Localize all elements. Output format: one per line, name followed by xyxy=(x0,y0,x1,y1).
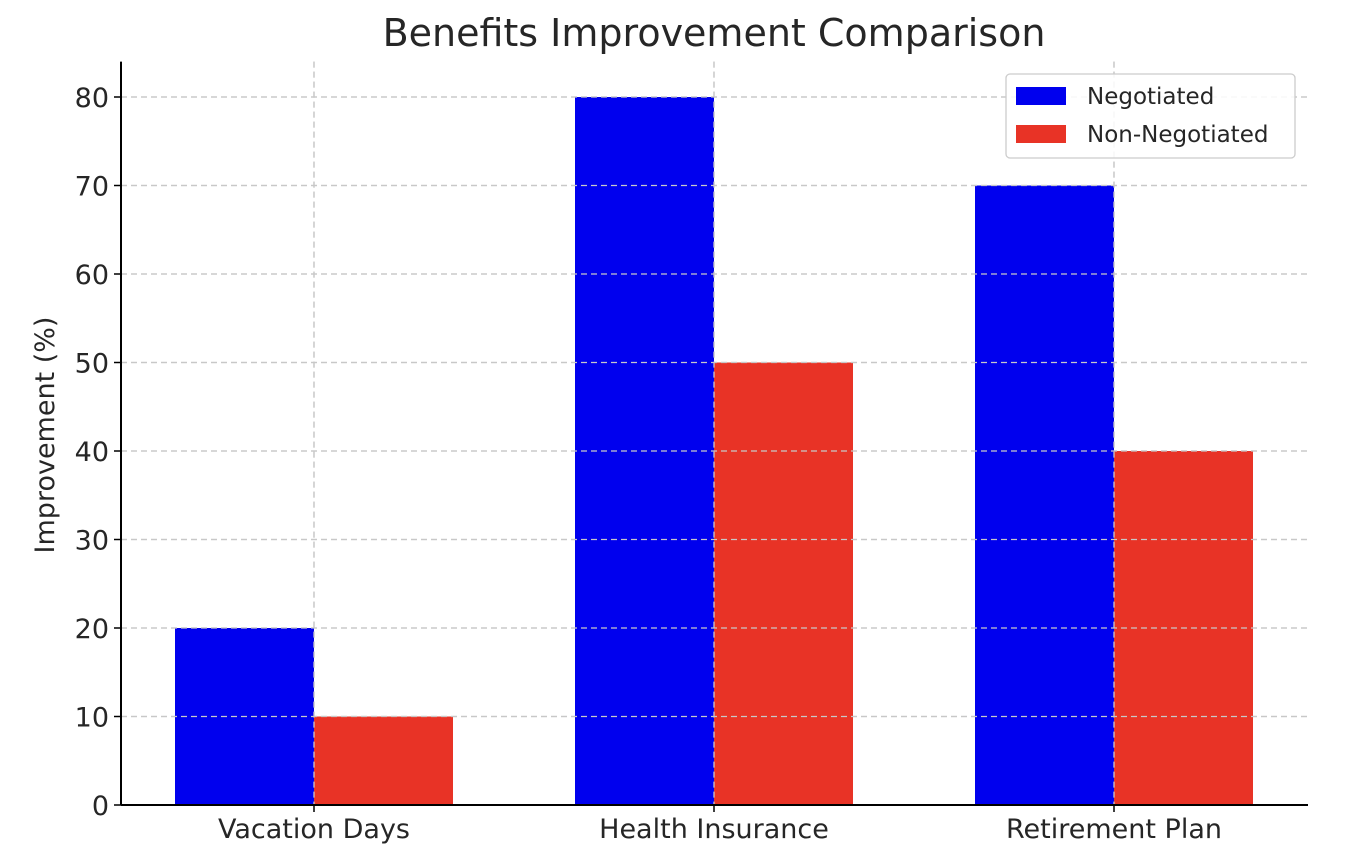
y-axis-label: Improvement (%) xyxy=(30,317,61,554)
legend-frame xyxy=(1005,73,1296,159)
y-tick-label: 60 xyxy=(75,260,109,291)
y-tick-label: 10 xyxy=(75,703,109,734)
x-tick-label: Retirement Plan xyxy=(1006,814,1222,845)
y-tick-label: 30 xyxy=(75,526,109,557)
legend-label: Negotiated xyxy=(1087,84,1214,110)
bars xyxy=(121,61,1308,805)
legend: Negotiated Non-Negotiated xyxy=(1005,73,1296,159)
y-tick-label: 0 xyxy=(92,791,109,822)
y-tick-labels: 0 10 20 30 40 50 60 70 80 xyxy=(75,83,109,822)
y-tick-label: 20 xyxy=(75,614,109,645)
y-tick-label: 70 xyxy=(75,172,109,203)
axes xyxy=(114,61,1308,812)
bar-negotiated xyxy=(975,185,1114,805)
x-tick-labels: Vacation Days Health Insurance Retirement … xyxy=(218,814,1222,845)
y-tick-label: 40 xyxy=(75,437,109,468)
x-tick-label: Vacation Days xyxy=(218,814,410,845)
legend-swatch-non-negotiated xyxy=(1016,125,1066,143)
chart-title: Benefits Improvement Comparison xyxy=(383,11,1046,55)
legend-label: Non-Negotiated xyxy=(1087,122,1268,148)
bar-non-negotiated xyxy=(714,362,853,805)
x-tick-label: Health Insurance xyxy=(599,814,829,845)
bar-non-negotiated xyxy=(314,716,453,805)
legend-swatch-negotiated xyxy=(1016,87,1066,105)
y-tick-label: 80 xyxy=(75,83,109,114)
y-tick-label: 50 xyxy=(75,349,109,380)
